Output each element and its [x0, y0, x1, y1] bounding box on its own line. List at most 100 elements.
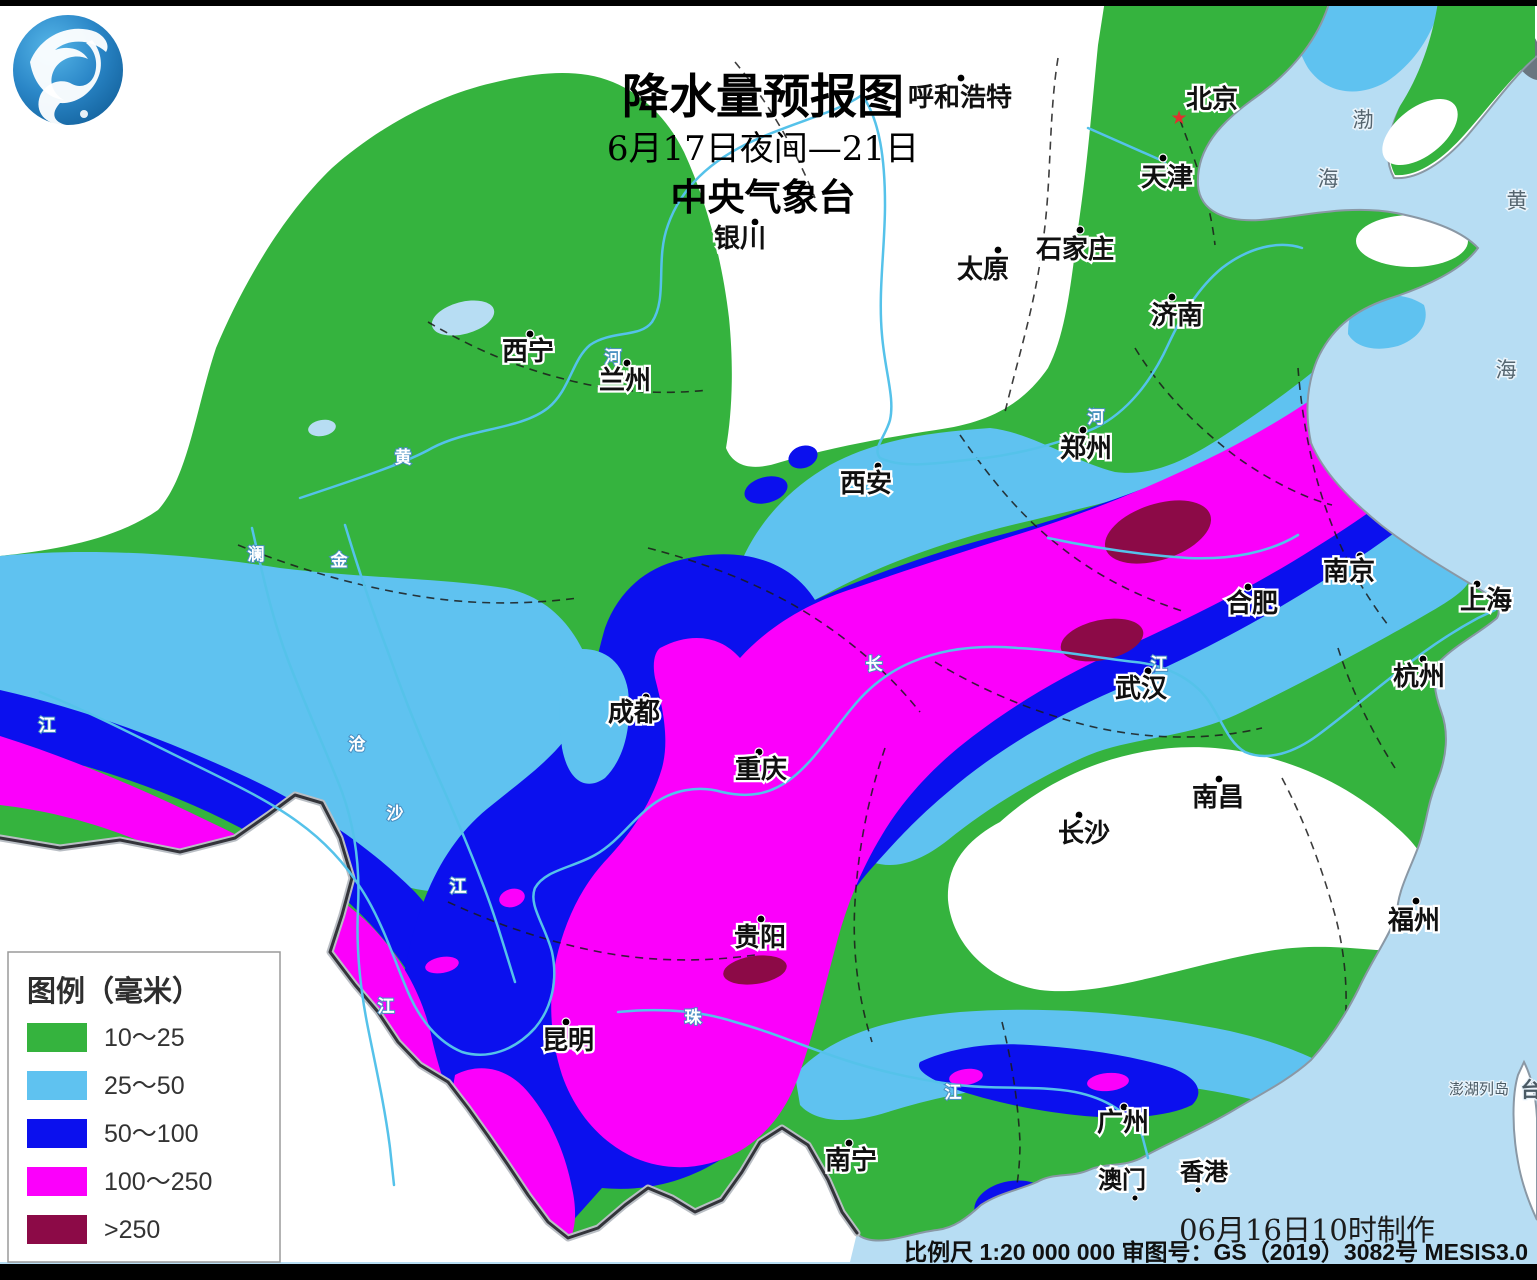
city-nanning: 南宁 — [823, 1138, 879, 1177]
svg-text:昆明: 昆明 — [542, 1025, 594, 1055]
sea-label-yellow-sea: 海 — [1496, 359, 1517, 382]
city-macau: 澳门 — [1096, 1164, 1148, 1202]
svg-text:澳门: 澳门 — [1098, 1166, 1146, 1194]
scale-and-approval: 比例尺 1:20 000 000 审图号：GS（2019）3082号 MESIS… — [904, 1239, 1528, 1265]
cities: 呼和浩特 ★北京 天津 石家庄 太原 银川 济南 西宁 兰州 西安 郑州 南京 … — [500, 73, 1514, 1202]
river-labels: 黄 河 河 长 江 澜 沧 江 金 沙 江 江 珠 江 — [38, 347, 1169, 1103]
lancang-river — [250, 526, 396, 1187]
svg-text:天津: 天津 — [1141, 162, 1193, 192]
city-shijiazhuang: 石家庄 — [1033, 225, 1116, 266]
svg-text:重庆: 重庆 — [735, 754, 787, 784]
city-yinchuan: 银川 — [712, 217, 768, 255]
city-zhengzhou: 郑州 — [1058, 425, 1114, 465]
taiwan-sliver — [1512, 1059, 1537, 1221]
svg-text:贵阳: 贵阳 — [734, 922, 786, 952]
city-wuhan: 武汉 — [1113, 666, 1170, 705]
city-hongkong: 香港 — [1178, 1157, 1231, 1194]
river-label: 沙 — [387, 804, 404, 823]
legend-label: 50～100 — [104, 1120, 199, 1148]
sea-label-bohai: 海 — [1318, 168, 1339, 191]
svg-text:银川: 银川 — [714, 223, 766, 253]
province-borders — [237, 57, 1396, 1233]
yellow-river-lower — [860, 93, 1304, 466]
lakes — [308, 300, 495, 437]
city-shanghai: 上海 — [1458, 579, 1514, 617]
river-label: 河 — [1088, 408, 1105, 427]
cma-logo-icon — [13, 15, 123, 126]
river-label: 江 — [1151, 655, 1168, 674]
sea-label-bohai: 渤 — [1353, 109, 1374, 132]
city-jinan: 济南 — [1149, 292, 1205, 332]
svg-text:济南: 济南 — [1151, 300, 1203, 330]
sea-label-yellow-sea: 黄 — [1507, 190, 1528, 213]
city-chengdu: 成都 — [606, 692, 662, 729]
national-border — [0, 791, 861, 1242]
svg-text:西宁: 西宁 — [502, 336, 554, 366]
river-label: 江 — [450, 877, 467, 896]
svg-text:西安: 西安 — [840, 468, 892, 498]
city-lanzhou: 兰州 — [597, 358, 653, 397]
svg-text:长沙: 长沙 — [1058, 818, 1110, 848]
svg-text:太原: 太原 — [957, 254, 1009, 284]
legend: 图例（毫米） 10～25 25～50 50～100 100～250 >250 — [7, 951, 281, 1263]
city-nanjing: 南京 — [1321, 551, 1377, 588]
city-hangzhou: 杭州 — [1391, 654, 1447, 693]
legend-swatch — [27, 1119, 87, 1148]
svg-text:呼和浩特: 呼和浩特 — [908, 82, 1012, 112]
title-block: 降水量预报图 6月17日夜间—21日 中央气象台 — [607, 70, 919, 219]
river-label: 江 — [945, 1083, 962, 1102]
svg-text:南宁: 南宁 — [825, 1145, 877, 1175]
river-label: 沧 — [349, 734, 366, 754]
city-guiyang: 贵阳 — [732, 914, 788, 954]
river-label: 长 — [866, 654, 884, 674]
footer: 06月16日10时制作 比例尺 1:20 000 000 审图号：GS（2019… — [904, 1213, 1528, 1265]
river-label: 河 — [605, 348, 622, 367]
city-beijing: ★北京 — [1170, 82, 1240, 129]
legend-swatch — [27, 1215, 87, 1244]
river-label: 珠 — [685, 1008, 703, 1027]
svg-text:石家庄: 石家庄 — [1035, 234, 1114, 264]
svg-text:成都: 成都 — [608, 697, 660, 727]
city-tianjin: 天津 — [1139, 153, 1195, 194]
city-xian: 西安 — [838, 461, 894, 500]
city-taiyuan: 太原 — [955, 245, 1011, 286]
city-hohhot: 呼和浩特 — [906, 73, 1014, 114]
legend-label: 25～50 — [104, 1072, 185, 1100]
svg-text:兰州: 兰州 — [599, 365, 651, 395]
legend-box — [7, 951, 281, 1263]
city-guangzhou: 广州 — [1095, 1102, 1151, 1139]
svg-text:合肥: 合肥 — [1226, 588, 1278, 618]
svg-text:郑州: 郑州 — [1060, 433, 1112, 463]
legend-swatch — [27, 1167, 87, 1196]
penghu-label: 澎湖列岛 — [1449, 1081, 1509, 1098]
city-hefei: 合肥 — [1224, 582, 1280, 620]
svg-text:香港: 香港 — [1180, 1159, 1229, 1186]
legend-title: 图例（毫米） — [27, 974, 201, 1008]
map-date-range: 6月17日夜间—21日 — [607, 129, 919, 169]
river-label: 江 — [378, 997, 395, 1016]
legend-swatch — [27, 1071, 87, 1100]
hai-river — [1086, 126, 1167, 164]
legend-label: 100～250 — [104, 1168, 212, 1196]
svg-text:杭州: 杭州 — [1393, 661, 1445, 691]
svg-text:北京: 北京 — [1186, 84, 1238, 114]
huai-river — [1046, 533, 1300, 560]
legend-label: >250 — [104, 1216, 160, 1244]
yangtze-river — [38, 608, 1497, 1056]
river-label: 江 — [39, 716, 56, 735]
city-changsha: 长沙 — [1056, 810, 1112, 850]
city-xining: 西宁 — [500, 329, 556, 368]
svg-text:南昌: 南昌 — [1192, 782, 1244, 812]
river-label: 金 — [330, 550, 349, 570]
agency-name: 中央气象台 — [671, 175, 856, 219]
city-kunming: 昆明 — [540, 1017, 596, 1057]
taiwan-label: 台 — [1521, 1078, 1537, 1102]
liaodong-shading — [1382, 2, 1535, 176]
svg-text:武汉: 武汉 — [1115, 673, 1168, 703]
city-nanchang: 南昌 — [1190, 774, 1246, 814]
city-fuzhou: 福州 — [1385, 896, 1442, 937]
city-chongqing: 重庆 — [733, 747, 789, 786]
pearl-river — [616, 1008, 1150, 1160]
